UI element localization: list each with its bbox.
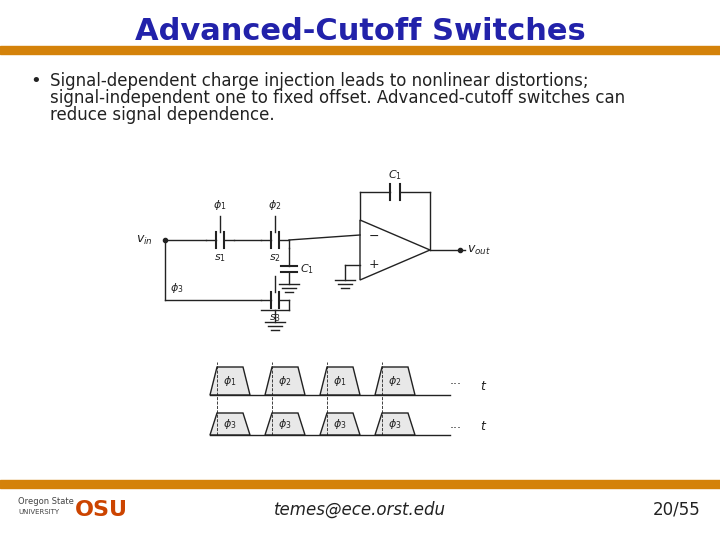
Text: 20/55: 20/55 (652, 501, 700, 519)
Text: Advanced-Cutoff Switches: Advanced-Cutoff Switches (135, 17, 585, 46)
Text: $\phi_3$: $\phi_3$ (223, 417, 237, 431)
Text: UNIVERSITY: UNIVERSITY (18, 509, 59, 515)
Text: $s_1$: $s_1$ (214, 252, 226, 264)
Text: signal-independent one to fixed offset. Advanced-cutoff switches can: signal-independent one to fixed offset. … (50, 89, 625, 107)
Text: $v_{out}$: $v_{out}$ (467, 244, 491, 256)
Text: •: • (30, 72, 41, 90)
Text: $s_3$: $s_3$ (269, 312, 281, 324)
Polygon shape (210, 413, 250, 435)
Text: $\phi_1$: $\phi_1$ (213, 198, 227, 212)
Text: $\phi_2$: $\phi_2$ (388, 374, 402, 388)
Polygon shape (375, 367, 415, 395)
Text: $s_2$: $s_2$ (269, 252, 281, 264)
Text: OSU: OSU (75, 500, 128, 520)
Text: $C_1$: $C_1$ (300, 262, 314, 276)
Text: $-$: $-$ (368, 228, 379, 241)
Text: $v_{in}$: $v_{in}$ (136, 233, 153, 247)
Polygon shape (375, 413, 415, 435)
Text: Oregon State: Oregon State (18, 497, 74, 507)
Text: $\phi_3$: $\phi_3$ (170, 281, 184, 295)
Text: $\phi_3$: $\phi_3$ (278, 417, 292, 431)
Polygon shape (265, 413, 305, 435)
Text: $t$: $t$ (480, 380, 487, 393)
Text: $t$: $t$ (480, 420, 487, 433)
Polygon shape (320, 413, 360, 435)
Text: $+$: $+$ (368, 259, 379, 272)
Text: $C_1$: $C_1$ (388, 168, 402, 182)
Text: reduce signal dependence.: reduce signal dependence. (50, 106, 274, 124)
Polygon shape (210, 367, 250, 395)
Text: ...: ... (450, 375, 462, 388)
Text: ...: ... (450, 417, 462, 430)
Text: $\phi_3$: $\phi_3$ (388, 417, 402, 431)
Bar (0, 480, 720, 488)
Polygon shape (320, 367, 360, 395)
Text: Signal-dependent charge injection leads to nonlinear distortions;: Signal-dependent charge injection leads … (50, 72, 589, 90)
Text: $\phi_1$: $\phi_1$ (333, 374, 347, 388)
Text: $\phi_2$: $\phi_2$ (269, 198, 282, 212)
Text: $\phi_2$: $\phi_2$ (278, 374, 292, 388)
Bar (0, 46, 720, 54)
Polygon shape (265, 367, 305, 395)
Text: $\phi_1$: $\phi_1$ (223, 374, 237, 388)
Text: $\phi_3$: $\phi_3$ (333, 417, 347, 431)
Text: temes@ece.orst.edu: temes@ece.orst.edu (274, 501, 446, 519)
